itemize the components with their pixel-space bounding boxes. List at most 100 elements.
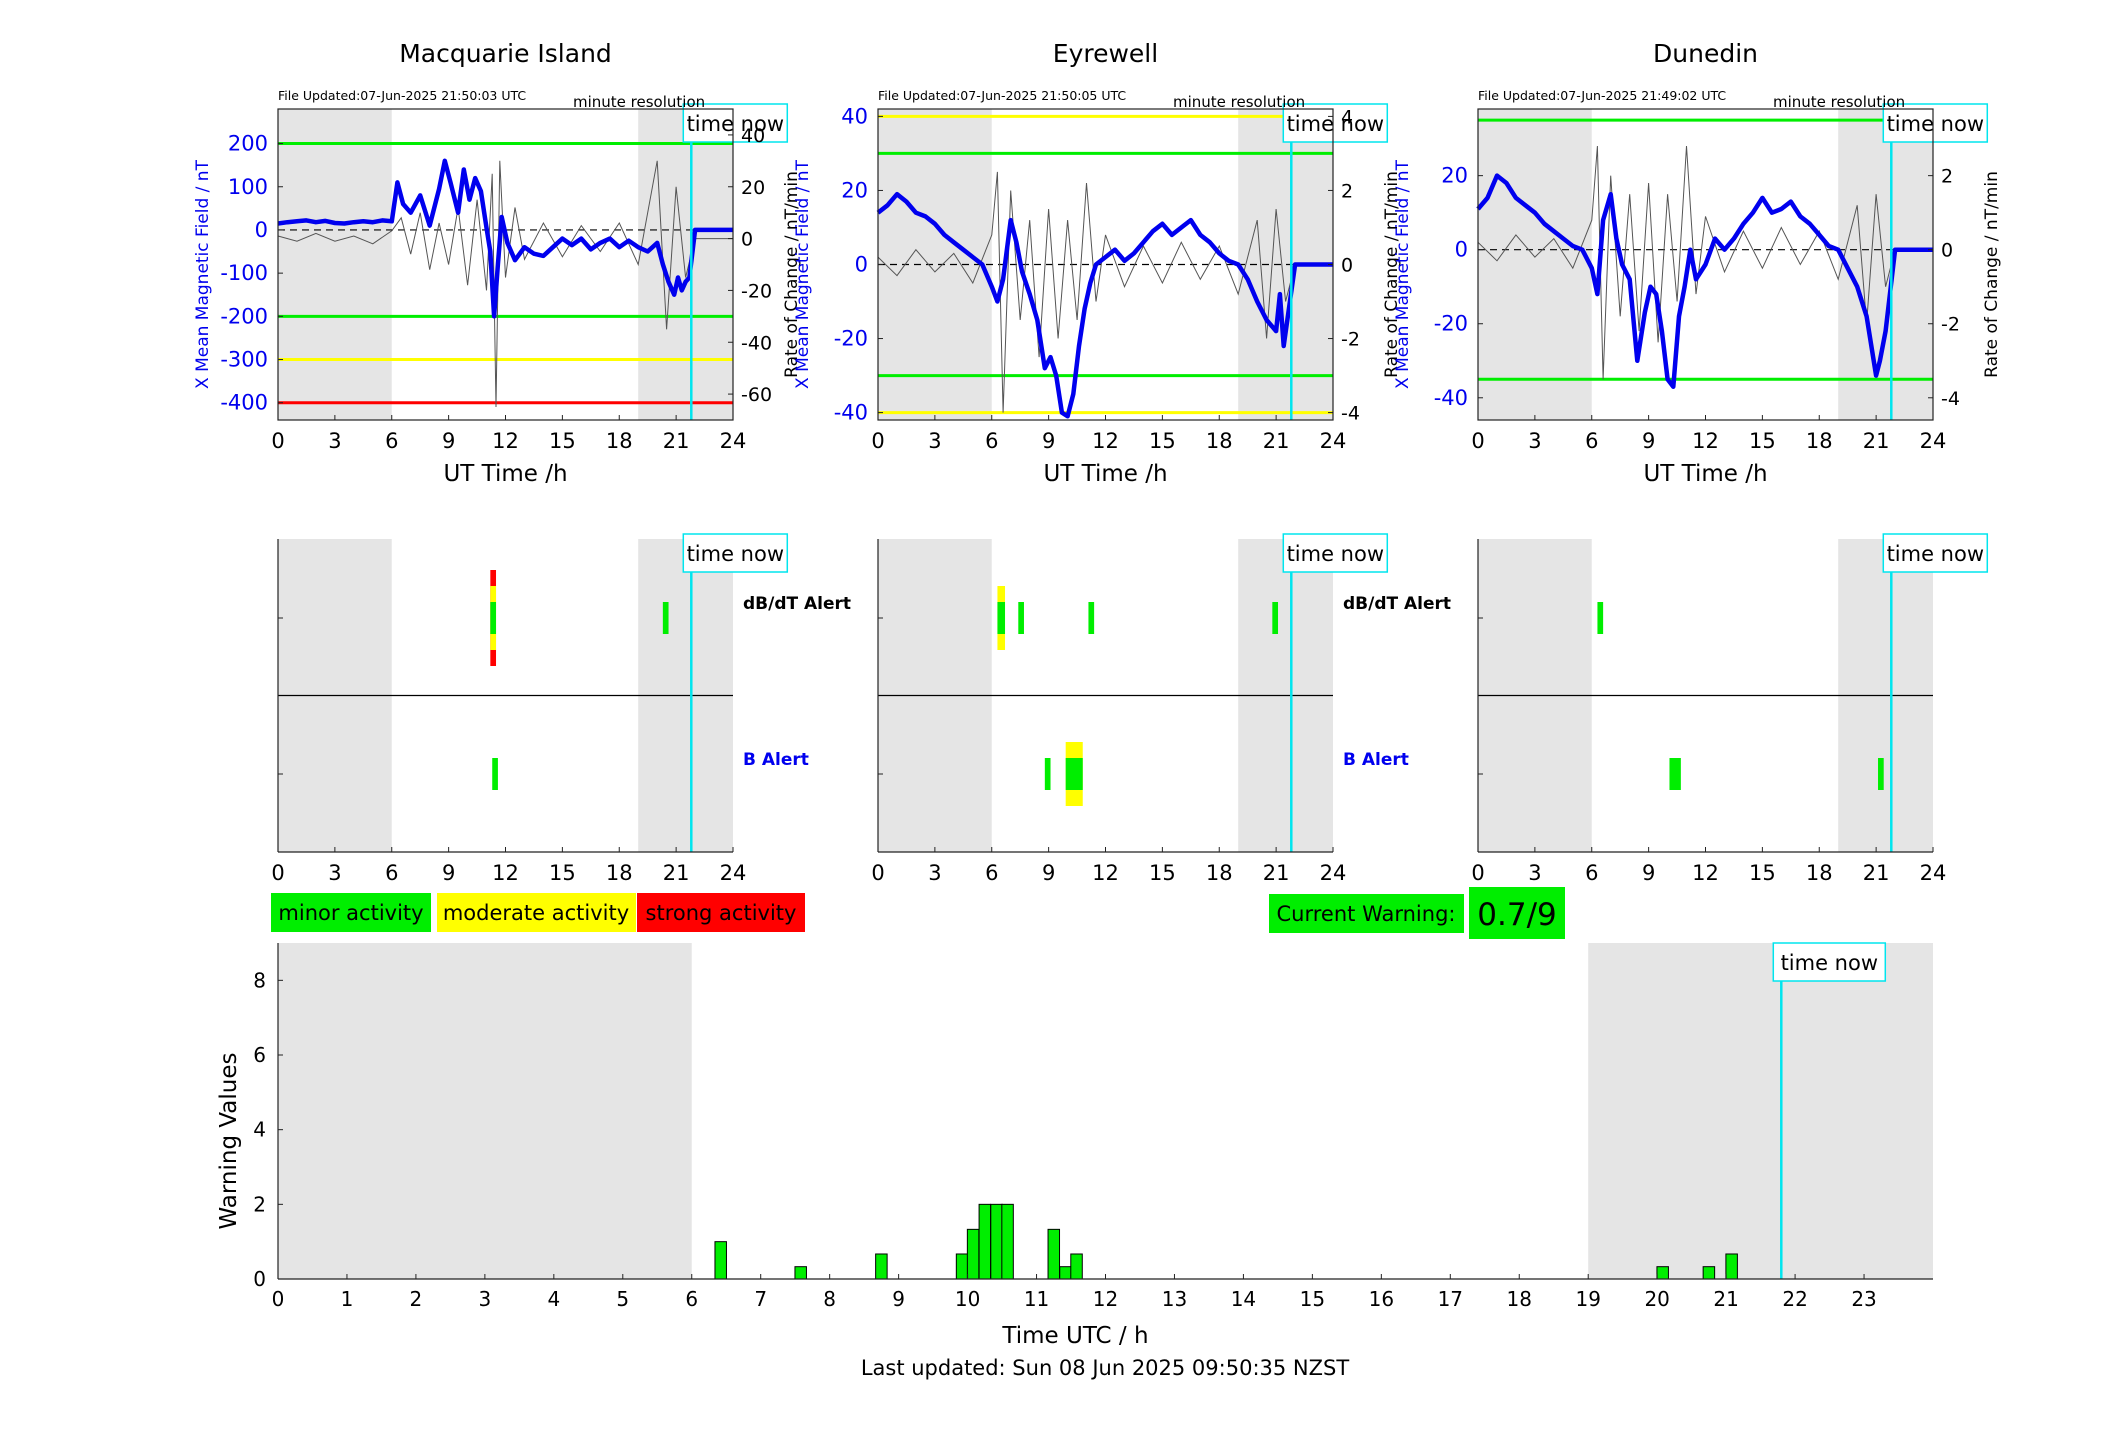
y-tick-label: 0 [1455, 238, 1468, 262]
resolution-label: minute resolution [573, 93, 705, 111]
x-tick-label: 9 [442, 429, 455, 453]
b-alert-label: B Alert [743, 750, 809, 770]
y-tick-label: -40 [834, 401, 868, 425]
resolution-label: minute resolution [1773, 93, 1905, 111]
x-tick-label: 21 [1263, 861, 1290, 885]
y-axis-label: X Mean Magnetic Field / nT [1393, 159, 1413, 389]
time-now-label: time now [1287, 112, 1384, 136]
alert-mark [1088, 602, 1095, 634]
x-tick-label: 24 [1320, 429, 1347, 453]
activity-legend: minor activity moderate activity strong … [271, 893, 805, 932]
y-right-tick-label: 0 [741, 229, 753, 251]
x-tick-label: 24 [720, 429, 747, 453]
night-shading [1838, 109, 1933, 420]
y-right-tick-label: 4 [1341, 106, 1353, 128]
warning-bar [794, 1266, 807, 1280]
x-tick-label: 21 [663, 429, 690, 453]
rate-of-change-series [277, 160, 733, 408]
x-tick-label: 21 [1263, 429, 1290, 453]
y-tick-label: 4 [253, 1118, 266, 1142]
y-tick-label: 200 [228, 132, 268, 156]
x-tick-label: 1 [341, 1287, 354, 1311]
x-tick-label: 0 [271, 861, 284, 885]
x-tick-label: 3 [479, 1287, 492, 1311]
x-tick-label: 0 [271, 429, 284, 453]
y-right-tick-label: 0 [1941, 240, 1953, 262]
alert-mark [1878, 758, 1884, 790]
dbdt-alert-label: dB/dT Alert [743, 594, 851, 614]
rate-of-change-series [1477, 145, 1933, 380]
x-tick-label: 9 [1642, 861, 1655, 885]
night-shading [278, 109, 392, 420]
rate-of-change-series [877, 171, 1333, 413]
x-tick-label: 21 [1713, 1287, 1738, 1311]
current-warning-value: 0.7/9 [1477, 897, 1556, 933]
x-tick-label: 15 [1149, 861, 1176, 885]
y-right-tick-label: 20 [741, 177, 765, 199]
x-tick-label: 24 [1320, 861, 1347, 885]
warning-bar [1070, 1253, 1083, 1280]
night-shading [1478, 109, 1592, 420]
y-right-axis-label: Rate of Change / nT/min [782, 171, 802, 378]
time-now-label: time now [687, 542, 784, 566]
y-tick-label: -300 [220, 348, 268, 372]
warning-bar [1059, 1266, 1072, 1280]
x-tick-label: 9 [1042, 429, 1055, 453]
x-tick-label: 18 [606, 429, 633, 453]
x-tick-label: 3 [328, 861, 341, 885]
time-now-box [1772, 942, 1887, 982]
current-warning-label: Current Warning: [1277, 902, 1456, 926]
y-tick-label: 40 [841, 104, 868, 128]
legend-label-minor: minor activity [278, 901, 423, 925]
x-tick-label: 15 [549, 861, 576, 885]
warning-bar [1001, 1203, 1014, 1280]
y-tick-label: -20 [1434, 312, 1468, 336]
x-tick-label: 10 [955, 1287, 980, 1311]
alert-panel-macquarie-island: time now 0 3 6 9 12 15 18 21 24 dB/dT Alert B Alert [271, 533, 851, 885]
magnetic-field-series [1476, 173, 1933, 389]
x-tick-label: 6 [685, 1287, 698, 1311]
x-tick-label: 0 [1471, 861, 1484, 885]
b-alert-label: B Alert [1343, 750, 1409, 770]
x-tick-label: 24 [1920, 429, 1947, 453]
time-now-label: time now [1781, 951, 1878, 975]
warning-bar [1047, 1228, 1061, 1280]
x-tick-label: 5 [616, 1287, 629, 1311]
x-tick-label: 0 [871, 429, 884, 453]
y-tick-label: 6 [253, 1043, 266, 1067]
y-tick-label: -200 [220, 304, 268, 328]
alert-mark [1669, 758, 1681, 790]
x-tick-label: 12 [1092, 861, 1119, 885]
warning-bar [955, 1253, 969, 1280]
y-right-tick-label: -2 [1941, 314, 1960, 336]
panel-title: Macquarie Island [399, 39, 612, 68]
legend-swatch-strong [637, 893, 805, 932]
warning-bar [875, 1253, 888, 1280]
x-tick-label: 9 [1642, 429, 1655, 453]
x-tick-label: 24 [720, 861, 747, 885]
legend-swatch-minor [271, 893, 431, 932]
night-shading [1588, 943, 1933, 1279]
x-tick-label: 6 [1585, 861, 1598, 885]
current-warning-label-box [1269, 894, 1464, 933]
time-now-label: time now [1287, 542, 1384, 566]
x-tick-label: 18 [1806, 429, 1833, 453]
x-tick-label: 15 [1300, 1287, 1325, 1311]
x-axis-label: Time UTC / h [1001, 1323, 1148, 1349]
x-tick-label: 21 [1863, 861, 1890, 885]
y-tick-label: -100 [220, 261, 268, 285]
y-tick-label: 100 [228, 175, 268, 199]
x-tick-label: 12 [492, 861, 519, 885]
time-now-label: time now [1887, 542, 1984, 566]
x-tick-label: 15 [1149, 429, 1176, 453]
x-tick-label: 23 [1851, 1287, 1876, 1311]
y-tick-label: 8 [253, 968, 266, 992]
x-tick-label: 12 [1692, 429, 1719, 453]
x-tick-label: 21 [1863, 429, 1890, 453]
x-tick-label: 18 [1806, 861, 1833, 885]
